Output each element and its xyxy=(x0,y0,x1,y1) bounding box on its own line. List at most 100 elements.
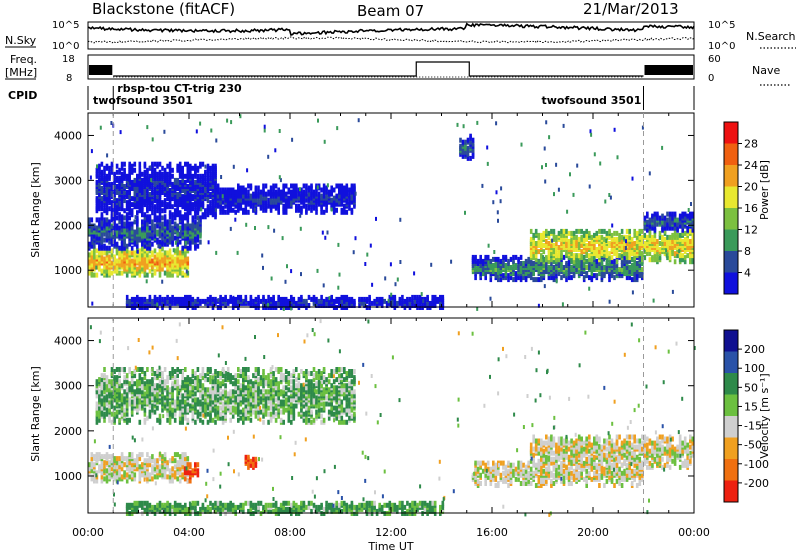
power-cell xyxy=(562,232,566,238)
power-cell xyxy=(113,260,116,266)
power-cell xyxy=(158,264,162,270)
power-cell xyxy=(317,191,321,197)
colorbar-swatch xyxy=(724,208,738,230)
power-cell xyxy=(436,296,439,302)
power-cell xyxy=(156,252,159,258)
power-cell xyxy=(295,183,298,189)
power-cell xyxy=(394,282,397,287)
power-cell xyxy=(401,294,404,300)
noise-frame xyxy=(87,21,695,50)
power-cell xyxy=(153,196,157,202)
power-cell xyxy=(396,277,399,282)
velocity-cell xyxy=(103,454,106,460)
noise-panel: N.Sky 10^5 10^0 10^5 10^0 N.Search xyxy=(5,20,796,52)
velocity-cell xyxy=(133,458,137,464)
power-cell xyxy=(184,179,187,185)
power-cell xyxy=(322,199,326,205)
power-cell xyxy=(593,232,596,238)
power-cell xyxy=(608,261,611,266)
power-cell xyxy=(252,298,255,304)
power-cell xyxy=(184,250,187,256)
power-cell xyxy=(391,298,394,304)
power-cell xyxy=(580,243,583,248)
power-cell xyxy=(115,223,119,229)
power-cell xyxy=(459,137,462,143)
power-cell xyxy=(552,232,556,238)
velocity-cell xyxy=(110,367,114,372)
velocity-cell xyxy=(130,399,134,405)
power-cell xyxy=(691,227,695,233)
power-cell xyxy=(125,294,129,300)
power-cell xyxy=(305,197,308,203)
power-cell xyxy=(173,184,177,189)
power-cell xyxy=(108,219,111,225)
power-cell xyxy=(221,187,225,193)
power-cell xyxy=(151,161,154,167)
power-cell xyxy=(168,219,172,225)
power-cell xyxy=(244,187,248,193)
velocity-cell xyxy=(166,460,169,466)
velocity-cell xyxy=(163,456,167,462)
power-cell xyxy=(191,221,195,227)
power-cell xyxy=(247,193,250,199)
power-cell xyxy=(608,193,611,197)
velocity-cell xyxy=(153,409,157,415)
power-cell xyxy=(335,207,338,213)
power-cell xyxy=(514,263,518,268)
power-cell xyxy=(120,171,124,177)
power-cell xyxy=(570,265,573,270)
power-cell xyxy=(113,239,116,245)
power-cell xyxy=(487,243,490,248)
power-cell xyxy=(527,256,530,262)
power-cell xyxy=(625,241,629,246)
power-cell xyxy=(504,263,508,268)
velocity-cell xyxy=(113,472,116,478)
power-cell xyxy=(519,254,523,260)
velocity-cell xyxy=(136,407,139,413)
velocity-cell xyxy=(128,367,131,372)
power-cell xyxy=(224,187,227,193)
power-cell xyxy=(130,196,134,202)
power-cell xyxy=(184,223,187,229)
power-cell xyxy=(219,294,222,300)
power-cell xyxy=(373,298,376,304)
velocity-cell xyxy=(143,371,147,376)
power-cell xyxy=(194,298,197,304)
power-cell xyxy=(118,202,121,207)
power-cell xyxy=(310,296,313,302)
power-cell xyxy=(683,230,687,236)
power-cell xyxy=(171,167,174,173)
power-cell xyxy=(194,214,197,220)
power-cell xyxy=(130,245,134,251)
power-cell xyxy=(148,254,152,260)
power-cell xyxy=(598,271,601,277)
power-cell xyxy=(133,300,137,306)
power-cell xyxy=(143,246,147,252)
power-cell xyxy=(254,226,256,230)
velocity-cell xyxy=(123,456,126,462)
power-cell xyxy=(100,212,104,218)
power-cell xyxy=(646,219,649,225)
power-cell xyxy=(678,257,682,263)
velocity-cell xyxy=(143,411,147,417)
power-cell xyxy=(580,270,583,275)
power-cell xyxy=(166,179,169,185)
power-cell xyxy=(350,296,354,302)
power-cell xyxy=(618,232,621,238)
power-cell xyxy=(345,183,349,189)
velocity-cell xyxy=(93,454,96,460)
power-cell xyxy=(108,233,111,239)
velocity-cell xyxy=(128,401,131,407)
power-cell xyxy=(136,294,139,300)
power-cell xyxy=(98,184,101,189)
power-cell xyxy=(100,268,104,274)
power-cell xyxy=(290,269,293,274)
power-cell xyxy=(186,206,190,212)
velocity-cell xyxy=(166,389,169,395)
colorbar-tick-label: 8 xyxy=(744,245,751,258)
power-cell xyxy=(156,229,159,235)
power-cell xyxy=(204,298,207,304)
velocity-cell xyxy=(168,474,172,480)
velocity-cell xyxy=(108,417,111,423)
power-cell xyxy=(161,239,164,245)
